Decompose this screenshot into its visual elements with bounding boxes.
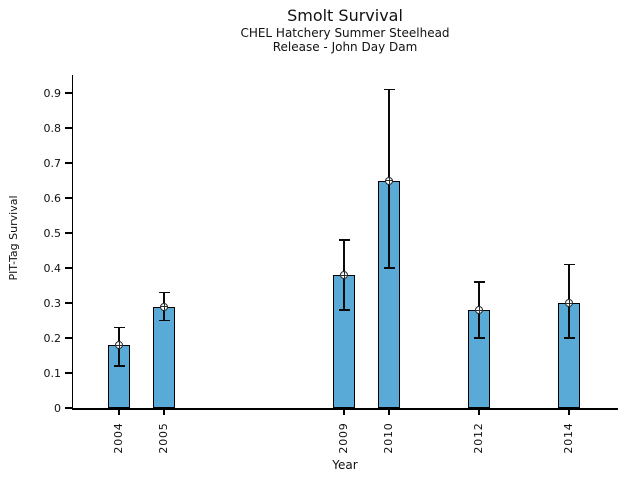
error-cap-top — [113, 326, 125, 329]
error-cap-top — [473, 281, 485, 283]
chart-header: Smolt Survival CHEL Hatchery Summer Stee… — [73, 6, 617, 54]
y-tick-label: 0.4 — [43, 261, 62, 275]
x-tick-mark — [163, 409, 165, 415]
x-tick-mark — [343, 409, 345, 415]
error-cap-bottom — [473, 337, 485, 339]
y-tick-mark — [64, 267, 72, 269]
error-cap-top — [158, 291, 170, 294]
y-tick-mark — [64, 162, 72, 164]
error-cap-bottom — [338, 309, 350, 311]
plot-area: 0 0.1 0.2 0.3 0.4 0.5 0.6 0.7 0.8 0.9 2004 2005 2009… — [44, 75, 618, 454]
y-tick-label: 0.1 — [43, 366, 62, 380]
y-tick-label: 0.8 — [43, 121, 62, 135]
point-marker-2010 — [385, 176, 393, 185]
chart-subtitle-release: Release - John Day Dam — [272, 40, 418, 54]
point-marker-2004 — [115, 341, 123, 349]
point-marker-2009 — [340, 271, 348, 279]
error-cap-bottom — [563, 337, 575, 339]
y-tick-mark — [64, 197, 72, 199]
error-cap-bottom — [383, 267, 395, 269]
y-tick-mark — [64, 232, 72, 234]
error-cap-top — [563, 263, 575, 266]
y-tick-label: 0.9 — [43, 86, 62, 100]
y-tick-label: 0.6 — [43, 191, 62, 205]
x-tick-mark — [388, 409, 390, 415]
point-marker-2014 — [565, 299, 573, 307]
y-tick-mark — [64, 372, 72, 374]
y-tick-mark — [64, 302, 72, 304]
chart-subtitle-hatchery: CHEL Hatchery Summer Steelhead — [240, 26, 450, 40]
y-tick-label: 0 — [54, 401, 61, 415]
x-axis-label: Year — [332, 458, 358, 472]
x-tick-mark — [478, 409, 480, 415]
y-axis-line — [71, 75, 73, 410]
y-tick-mark — [64, 92, 72, 94]
error-cap-top — [338, 239, 350, 241]
y-tick-label: 0.5 — [43, 226, 62, 240]
y-tick-label: 0.7 — [43, 156, 62, 170]
x-tick-mark — [118, 409, 120, 415]
point-marker-2005 — [160, 302, 168, 311]
y-tick-mark — [64, 127, 72, 129]
x-axis-line — [71, 408, 618, 410]
error-cap-bottom — [113, 365, 125, 367]
y-tick-label: 0.2 — [43, 331, 62, 345]
point-marker-2012 — [475, 306, 483, 314]
chart-title: Smolt Survival — [287, 6, 403, 25]
y-tick-mark — [64, 407, 72, 409]
y-tick-mark — [64, 337, 72, 339]
x-tick-mark — [568, 409, 570, 415]
y-tick-label: 0.3 — [43, 296, 62, 310]
error-cap-top — [383, 88, 395, 91]
error-cap-bottom — [158, 319, 170, 322]
